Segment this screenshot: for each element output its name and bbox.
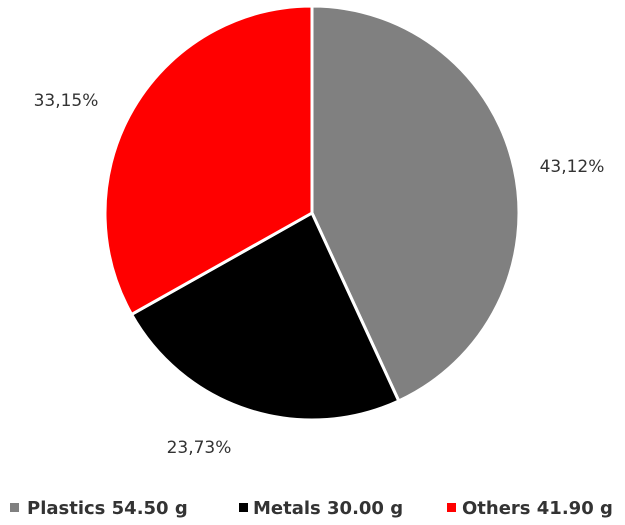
pie-slice-others (103, 4, 314, 316)
data-label-metals: 23,73% (167, 438, 232, 458)
legend-item-metals: Metals 30.00 g (239, 498, 403, 519)
legend-item-others: Others 41.90 g (447, 498, 613, 519)
pie-slice-plastics (310, 4, 521, 403)
legend-label-plastics: Plastics 54.50 g (27, 498, 188, 519)
pie-slice-metals (130, 211, 401, 422)
legend: Plastics 54.50 g Metals 30.00 g Others 4… (10, 498, 613, 519)
data-label-others: 33,15% (34, 91, 99, 111)
legend-item-plastics: Plastics 54.50 g (10, 498, 188, 519)
data-label-plastics: 43,12% (540, 157, 605, 177)
legend-label-metals: Metals 30.00 g (253, 498, 403, 519)
legend-swatch-plastics (10, 503, 19, 512)
pie-slices (103, 4, 521, 422)
legend-swatch-metals (239, 503, 248, 512)
pie-data-labels: 43,12% 23,73% 33,15% (34, 91, 605, 458)
legend-swatch-others (447, 503, 456, 512)
legend-label-others: Others 41.90 g (462, 498, 613, 519)
